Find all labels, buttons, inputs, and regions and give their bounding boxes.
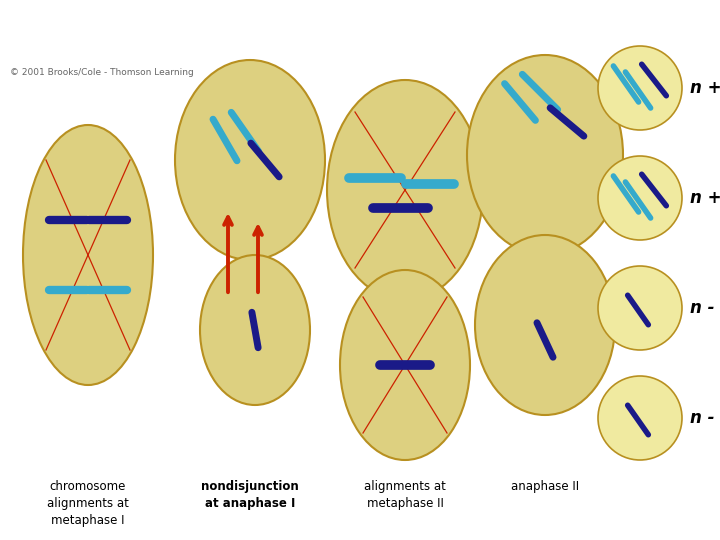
Text: n - 1: n - 1 [690, 409, 720, 427]
Text: © 2001 Brooks/Cole - Thomson Learning: © 2001 Brooks/Cole - Thomson Learning [10, 68, 194, 77]
Ellipse shape [340, 270, 470, 460]
Ellipse shape [23, 125, 153, 385]
Ellipse shape [598, 266, 682, 350]
Ellipse shape [598, 376, 682, 460]
Text: alignments at
metaphase II: alignments at metaphase II [364, 480, 446, 510]
Ellipse shape [598, 46, 682, 130]
Text: n - 1: n - 1 [690, 299, 720, 317]
Ellipse shape [598, 156, 682, 240]
Text: nondisjunction
at anaphase I: nondisjunction at anaphase I [201, 480, 299, 510]
Ellipse shape [475, 235, 615, 415]
Ellipse shape [175, 60, 325, 260]
Text: n + 1: n + 1 [690, 79, 720, 97]
Ellipse shape [467, 55, 623, 255]
Text: anaphase II: anaphase II [511, 480, 579, 493]
Ellipse shape [200, 255, 310, 405]
Text: n + 1: n + 1 [690, 189, 720, 207]
Text: chromosome
alignments at
metaphase I: chromosome alignments at metaphase I [47, 480, 129, 527]
Ellipse shape [327, 80, 483, 300]
